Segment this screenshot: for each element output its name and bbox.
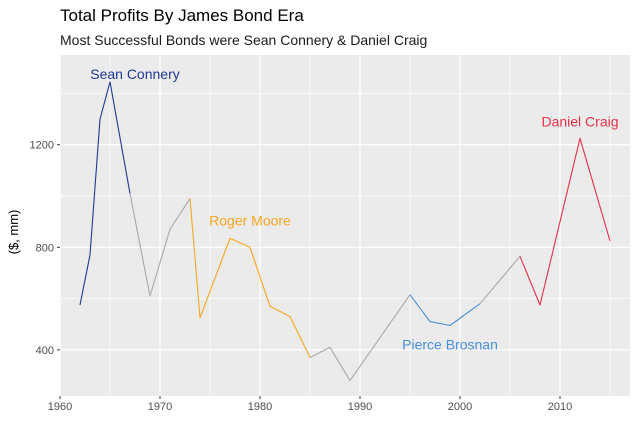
x-tick-label: 1980 — [248, 401, 272, 413]
axes: 1960 1970 1980 1990 2000 2010 400 800 1200 — [30, 140, 573, 413]
y-axis-title: ($, mm) — [6, 210, 21, 255]
series-line-transition — [479, 255, 521, 305]
series-line-sean-connery — [79, 81, 131, 306]
y-tick-label: 400 — [36, 345, 54, 357]
series-label-sean-connery: Sean Connery — [90, 66, 180, 82]
series-line-transition — [129, 193, 191, 297]
series-labels: Sean Connery Roger Moore Pierce Brosnan Dan… — [90, 66, 618, 352]
series-line-daniel-craig — [519, 137, 611, 306]
series-label-daniel-craig: Daniel Craig — [541, 114, 618, 130]
plot-background — [60, 55, 630, 396]
series-lines — [79, 81, 611, 382]
series-label-pierce-brosnan: Pierce Brosnan — [402, 337, 498, 353]
series-line-transition — [309, 294, 411, 382]
x-tick-label: 2010 — [548, 401, 572, 413]
x-tick-label: 1990 — [348, 401, 372, 413]
y-tick-label: 1200 — [30, 140, 54, 152]
y-tick-label: 800 — [36, 242, 54, 254]
series-line-pierce-brosnan — [409, 294, 481, 327]
series-line-roger-moore — [189, 198, 311, 358]
x-tick-label: 1970 — [148, 401, 172, 413]
chart-title: Total Profits By James Bond Era — [60, 6, 304, 25]
series-label-roger-moore: Roger Moore — [209, 212, 291, 228]
chart-subtitle: Most Successful Bonds were Sean Connery … — [60, 32, 428, 48]
x-tick-label: 2000 — [448, 401, 472, 413]
gridlines — [59, 55, 630, 396]
x-tick-label: 1960 — [48, 401, 72, 413]
